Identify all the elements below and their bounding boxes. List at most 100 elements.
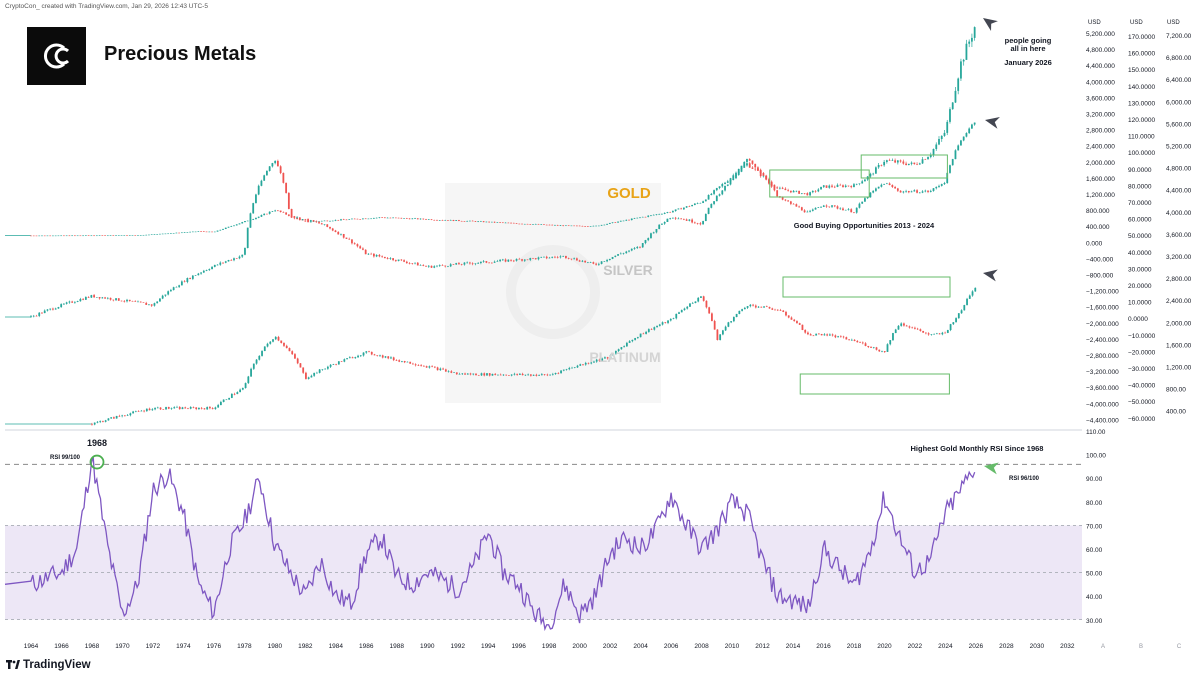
gold-candle xyxy=(134,235,137,236)
silver-candle xyxy=(515,258,518,261)
silver-candle xyxy=(370,253,373,255)
silver-candle xyxy=(320,223,323,225)
gold-candle xyxy=(565,225,567,227)
silver-candle xyxy=(318,222,320,224)
silver-candle xyxy=(353,243,356,245)
gold-candle xyxy=(578,225,581,227)
platinum-candle xyxy=(647,329,650,332)
platinum-candle xyxy=(527,374,530,376)
platinum-candle xyxy=(439,368,442,371)
platinum-candle xyxy=(831,334,834,336)
platinum-candle xyxy=(609,355,612,359)
silver-candle xyxy=(202,270,205,273)
platinum-candle xyxy=(214,407,217,410)
gold-candle xyxy=(781,187,784,189)
gold-candle xyxy=(84,235,87,237)
silver-candle xyxy=(724,185,726,191)
silver-candle xyxy=(740,165,743,169)
platinum-candle xyxy=(743,307,746,310)
silver-candle xyxy=(781,197,784,200)
logo-c-icon xyxy=(44,43,70,69)
silver-candle xyxy=(285,182,288,193)
platinum-candle xyxy=(123,415,126,417)
x-tick-label: 2010 xyxy=(725,643,740,650)
gold-candle xyxy=(148,234,150,236)
silver-candle xyxy=(79,299,82,302)
gold-candle xyxy=(608,222,611,224)
gold-candle xyxy=(833,186,836,188)
platinum-candle xyxy=(818,333,820,335)
gold-candle xyxy=(641,216,644,218)
gold-candle xyxy=(570,225,573,227)
gold-candle xyxy=(411,218,414,220)
axis1-tick: −3,200.000 xyxy=(1086,369,1119,376)
silver-candle xyxy=(35,315,38,317)
silver-candle xyxy=(227,259,230,262)
gold-candle xyxy=(326,220,329,222)
gold-candle xyxy=(213,231,216,233)
arrow-rsi-icon xyxy=(984,462,999,475)
platinum-candle xyxy=(612,353,615,356)
gold-candle xyxy=(95,235,98,237)
silver-candle xyxy=(356,244,359,247)
silver-candle xyxy=(800,207,803,211)
axis1-tick: 3,600.000 xyxy=(1086,95,1115,102)
gold-candle xyxy=(370,218,373,220)
x-tick-label: 1990 xyxy=(420,643,435,650)
platinum-candle xyxy=(774,309,776,311)
axis2-tick: 140.0000 xyxy=(1128,84,1155,91)
platinum-candle xyxy=(796,321,798,324)
gold-candle xyxy=(707,194,710,200)
silver-candle xyxy=(309,220,312,222)
platinum-candle xyxy=(974,287,977,292)
silver-candle xyxy=(924,190,927,192)
gold-candle xyxy=(167,233,170,235)
platinum-candle xyxy=(850,339,853,341)
platinum-candle xyxy=(236,392,239,395)
platinum-candle xyxy=(442,368,444,370)
platinum-buy-box xyxy=(799,373,950,395)
silver-candle xyxy=(477,263,480,264)
silver-candle xyxy=(721,190,724,195)
rsi-axis-tick: 60.00 xyxy=(1086,547,1103,554)
silver-candle xyxy=(304,219,307,220)
silver-candle xyxy=(213,264,216,267)
gold-candle xyxy=(938,138,940,145)
silver-candle xyxy=(929,190,932,192)
gold-candle xyxy=(342,219,345,220)
platinum-candle xyxy=(650,329,653,330)
platinum-candle xyxy=(121,415,124,417)
gold-candle xyxy=(414,218,416,219)
silver-candle xyxy=(910,191,913,193)
gold-candle xyxy=(896,160,899,163)
platinum-candle xyxy=(776,309,779,311)
axis1-tick: 800.000 xyxy=(1086,208,1110,215)
platinum-candle xyxy=(392,357,395,361)
gold-candle xyxy=(806,193,809,196)
silver-candle xyxy=(652,232,655,234)
platinum-candle xyxy=(291,351,294,355)
gold-candle xyxy=(913,162,916,165)
silver-candle xyxy=(425,265,427,267)
gold-candle xyxy=(526,223,529,225)
platinum-candle xyxy=(203,408,206,410)
gold-candle xyxy=(787,190,790,191)
platinum-candle xyxy=(398,360,401,362)
gold-candle xyxy=(556,225,559,226)
gold-candle xyxy=(573,225,576,227)
platinum-candle xyxy=(834,335,837,338)
silver-candle xyxy=(875,188,877,191)
gold-candle xyxy=(378,217,381,218)
gold-candle xyxy=(847,185,850,187)
silver-candle xyxy=(224,261,227,263)
gold-candle xyxy=(345,219,348,221)
silver-candle xyxy=(735,172,737,179)
platinum-candle xyxy=(274,336,277,340)
gold-candle xyxy=(389,217,392,219)
silver-candle xyxy=(71,301,74,303)
platinum-candle xyxy=(848,339,850,341)
platinum-candle xyxy=(269,341,272,344)
gold-candle xyxy=(405,218,408,219)
gold-candle xyxy=(551,224,554,226)
